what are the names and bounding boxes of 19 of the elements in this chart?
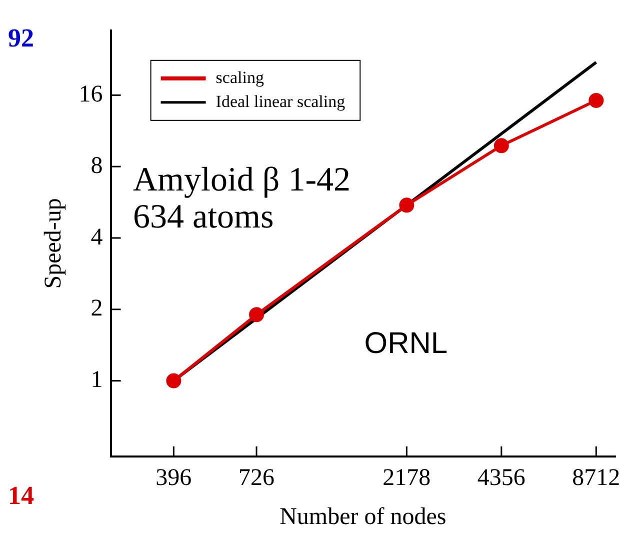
y-tick-label: 1 <box>90 367 103 394</box>
legend-label: Ideal linear scaling <box>216 92 346 111</box>
x-tick-label: 726 <box>238 465 275 492</box>
x-tick-label: 396 <box>156 465 192 492</box>
legend-label: scaling <box>216 68 264 87</box>
y-tick-label: 2 <box>90 296 103 322</box>
annotation: ORNL <box>364 326 448 360</box>
annotation: Amyloid β 1-42 <box>133 162 351 198</box>
x-tick-label: 8712 <box>572 465 620 492</box>
text: 92 <box>8 23 34 52</box>
x-axis-title: Number of nodes <box>280 504 446 530</box>
y-tick-label: 8 <box>90 152 103 179</box>
text: 14 <box>8 480 34 510</box>
y-axis-title: Speed-up <box>40 198 67 289</box>
x-tick-label: 2178 <box>382 465 431 492</box>
y-tick-label: 4 <box>90 224 103 250</box>
y-tick-label: 16 <box>78 81 103 108</box>
x-tick-label: 4356 <box>477 465 526 492</box>
annotation: 634 atoms <box>133 198 274 236</box>
